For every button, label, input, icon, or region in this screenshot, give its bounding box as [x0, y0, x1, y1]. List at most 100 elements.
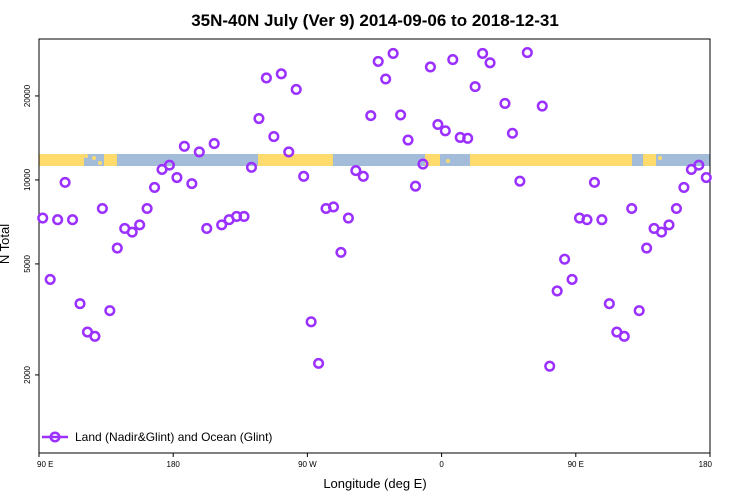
- data-point: [544, 360, 556, 372]
- chart-title: 35N-40N July (Ver 9) 2014-09-06 to 2018-…: [191, 11, 559, 30]
- data-point: [104, 305, 116, 317]
- data-point: [663, 219, 675, 231]
- data-point: [260, 72, 272, 84]
- data-point: [67, 214, 79, 226]
- data-point: [603, 298, 615, 310]
- data-point: [335, 246, 347, 258]
- data-point: [626, 202, 638, 215]
- data-point: [469, 81, 481, 93]
- data-points: [37, 47, 712, 372]
- y-tick-label: 10000: [23, 168, 32, 191]
- data-point: [439, 125, 451, 137]
- data-point: [402, 134, 414, 146]
- data-point: [44, 273, 56, 285]
- y-tick-label: 5000: [23, 254, 32, 272]
- data-point: [96, 202, 108, 215]
- data-point: [566, 273, 578, 285]
- data-point: [171, 171, 183, 184]
- y-tick-label: 2000: [23, 365, 32, 383]
- data-point: [305, 316, 317, 328]
- data-point: [268, 131, 280, 143]
- data-point: [342, 212, 354, 224]
- data-point: [283, 146, 295, 158]
- data-point: [201, 222, 213, 235]
- data-point: [216, 219, 228, 231]
- data-point: [551, 285, 563, 297]
- data-point: [596, 214, 608, 226]
- data-point: [380, 73, 392, 85]
- data-point: [462, 132, 474, 144]
- data-point: [178, 140, 190, 152]
- data-point: [633, 305, 645, 317]
- data-point: [37, 212, 49, 224]
- data-point: [208, 138, 220, 150]
- data-point: [536, 100, 548, 112]
- data-point: [641, 242, 653, 254]
- data-point: [670, 202, 683, 215]
- y-axis: 2000 5000 10000 20000: [23, 84, 39, 384]
- data-point: [372, 55, 384, 67]
- data-point: [700, 171, 712, 184]
- legend-marker: [49, 431, 61, 443]
- data-point: [275, 68, 287, 80]
- data-point: [447, 54, 459, 66]
- y-axis-label: N Total: [0, 224, 12, 264]
- continent-band: [39, 154, 710, 166]
- x-tick-label: 180: [167, 460, 181, 469]
- x-axis: 90 E 180 90 W 0 90 E 180: [37, 453, 713, 469]
- data-point: [417, 158, 429, 170]
- data-point: [693, 159, 705, 171]
- land-segment: [425, 154, 440, 166]
- data-point: [357, 170, 369, 182]
- legend: Land (Nadir&Glint) and Ocean (Glint): [42, 430, 272, 444]
- x-tick-label: 180: [699, 460, 713, 469]
- data-point: [245, 161, 258, 173]
- land-segment: [470, 154, 632, 166]
- island-mark: [84, 154, 88, 158]
- island-mark: [98, 161, 102, 165]
- data-point: [409, 180, 422, 192]
- data-point: [149, 181, 161, 193]
- land-segment: [39, 154, 84, 166]
- island-mark: [618, 155, 622, 159]
- data-point: [477, 47, 489, 60]
- data-point: [141, 202, 153, 215]
- data-point: [678, 181, 690, 193]
- data-point: [588, 176, 600, 188]
- island-mark: [92, 156, 96, 160]
- x-tick-label: 90 E: [568, 460, 584, 469]
- data-point: [521, 47, 533, 59]
- data-point: [298, 170, 310, 182]
- data-point: [618, 330, 630, 342]
- data-point: [253, 112, 265, 125]
- island-mark: [658, 156, 662, 160]
- island-mark: [110, 156, 114, 160]
- data-point: [74, 298, 86, 310]
- y-tick-label: 20000: [23, 84, 32, 107]
- data-point: [193, 146, 205, 158]
- data-point: [290, 83, 302, 96]
- data-point: [111, 242, 123, 254]
- data-point: [186, 178, 198, 190]
- data-point: [350, 165, 362, 177]
- land-segment: [258, 154, 333, 166]
- land-segment: [104, 154, 117, 166]
- data-point: [581, 214, 593, 226]
- data-point: [238, 210, 250, 222]
- x-tick-label: 90 E: [37, 460, 53, 469]
- data-point: [432, 118, 444, 131]
- data-point: [52, 214, 64, 226]
- plot-frame: [38, 38, 711, 454]
- island-mark: [628, 159, 632, 163]
- island-mark: [446, 159, 450, 163]
- data-point: [313, 357, 325, 369]
- data-point: [126, 226, 138, 238]
- data-point: [514, 175, 526, 187]
- data-point: [163, 159, 176, 171]
- x-tick-label: 90 W: [298, 460, 317, 469]
- data-point: [395, 109, 407, 121]
- data-point: [424, 61, 436, 73]
- data-point: [327, 201, 340, 213]
